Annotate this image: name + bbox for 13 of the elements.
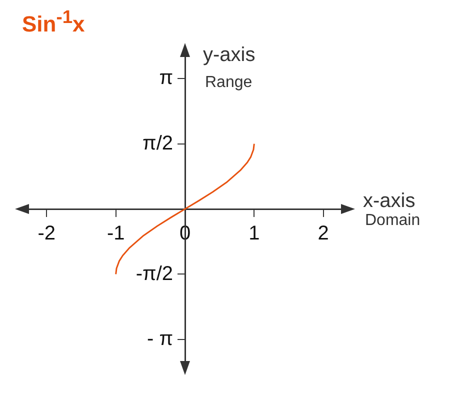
- y-tick-label: - π: [146, 328, 173, 350]
- x-tick-label: 2: [318, 222, 329, 245]
- x-tick-label: -1: [106, 222, 125, 245]
- x-tick-label: 1: [248, 222, 260, 245]
- y-tick-label: π: [159, 67, 173, 90]
- x-tick-label: -2: [38, 222, 56, 245]
- y-tick-label: π/2: [142, 132, 173, 154]
- y-tick-label: -π/2: [136, 262, 173, 285]
- y-axis-title: y-axis: [203, 44, 256, 66]
- x-axis-title: x-axis: [363, 190, 416, 212]
- annotation: Range: [205, 74, 252, 91]
- text: Domain: [365, 212, 420, 229]
- chart-title: Sin$^{-1}$x: [22, 6, 85, 38]
